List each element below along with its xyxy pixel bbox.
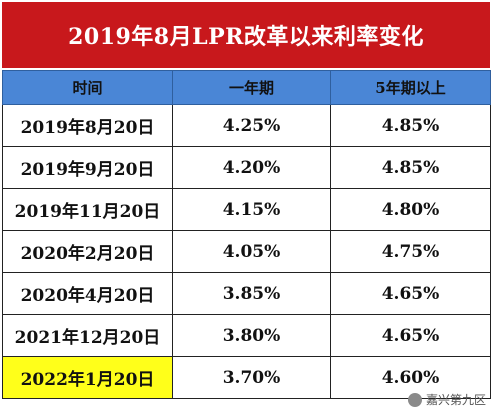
table-row: 2021年12月20日 3.80% 4.65%: [2, 314, 491, 357]
table-row-latest: 2022年1月20日 3.70% 4.60%: [2, 356, 491, 399]
cell-date: 2020年4月20日: [2, 272, 173, 315]
cell-date: 2019年9月20日: [2, 146, 173, 189]
table-row: 2019年8月20日 4.25% 4.85%: [2, 104, 491, 147]
cell-one-year: 4.25%: [172, 104, 331, 147]
cell-five-year: 4.65%: [330, 272, 491, 315]
header-five-year: 5年期以上: [330, 70, 491, 105]
header-one-year: 一年期: [172, 70, 331, 105]
cell-five-year: 4.85%: [330, 104, 491, 147]
watermark-text: 嘉兴第九区: [425, 393, 486, 407]
table-row: 2020年2月20日 4.05% 4.75%: [2, 230, 491, 273]
cell-one-year: 3.85%: [172, 272, 331, 315]
watermark: 嘉兴第九区: [407, 391, 486, 408]
cell-five-year: 4.85%: [330, 146, 491, 189]
cell-date: 2020年2月20日: [2, 230, 173, 273]
cell-five-year: 4.75%: [330, 230, 491, 273]
cell-five-year: 4.80%: [330, 188, 491, 231]
cell-date: 2019年8月20日: [2, 104, 173, 147]
cell-one-year: 3.70%: [172, 356, 331, 399]
page-title: 2019年8月LPR改革以来利率变化: [68, 24, 424, 50]
cell-one-year: 4.15%: [172, 188, 331, 231]
header-date: 时间: [2, 70, 173, 105]
table-row: 2019年11月20日 4.15% 4.80%: [2, 188, 491, 231]
table-header-row: 时间 一年期 5年期以上: [2, 70, 491, 105]
wechat-account-icon: [407, 392, 422, 407]
cell-date: 2019年11月20日: [2, 188, 173, 231]
cell-one-year: 4.20%: [172, 146, 331, 189]
cell-one-year: 4.05%: [172, 230, 331, 273]
cell-date: 2021年12月20日: [2, 314, 173, 357]
table-row: 2019年9月20日 4.20% 4.85%: [2, 146, 491, 189]
cell-date-highlighted: 2022年1月20日: [2, 356, 173, 399]
table-row: 2020年4月20日 3.85% 4.65%: [2, 272, 491, 315]
cell-five-year: 4.65%: [330, 314, 491, 357]
rates-table: 时间 一年期 5年期以上 2019年8月20日 4.25% 4.85% 2019…: [2, 70, 491, 399]
cell-one-year: 3.80%: [172, 314, 331, 357]
title-banner: 2019年8月LPR改革以来利率变化: [2, 2, 490, 68]
